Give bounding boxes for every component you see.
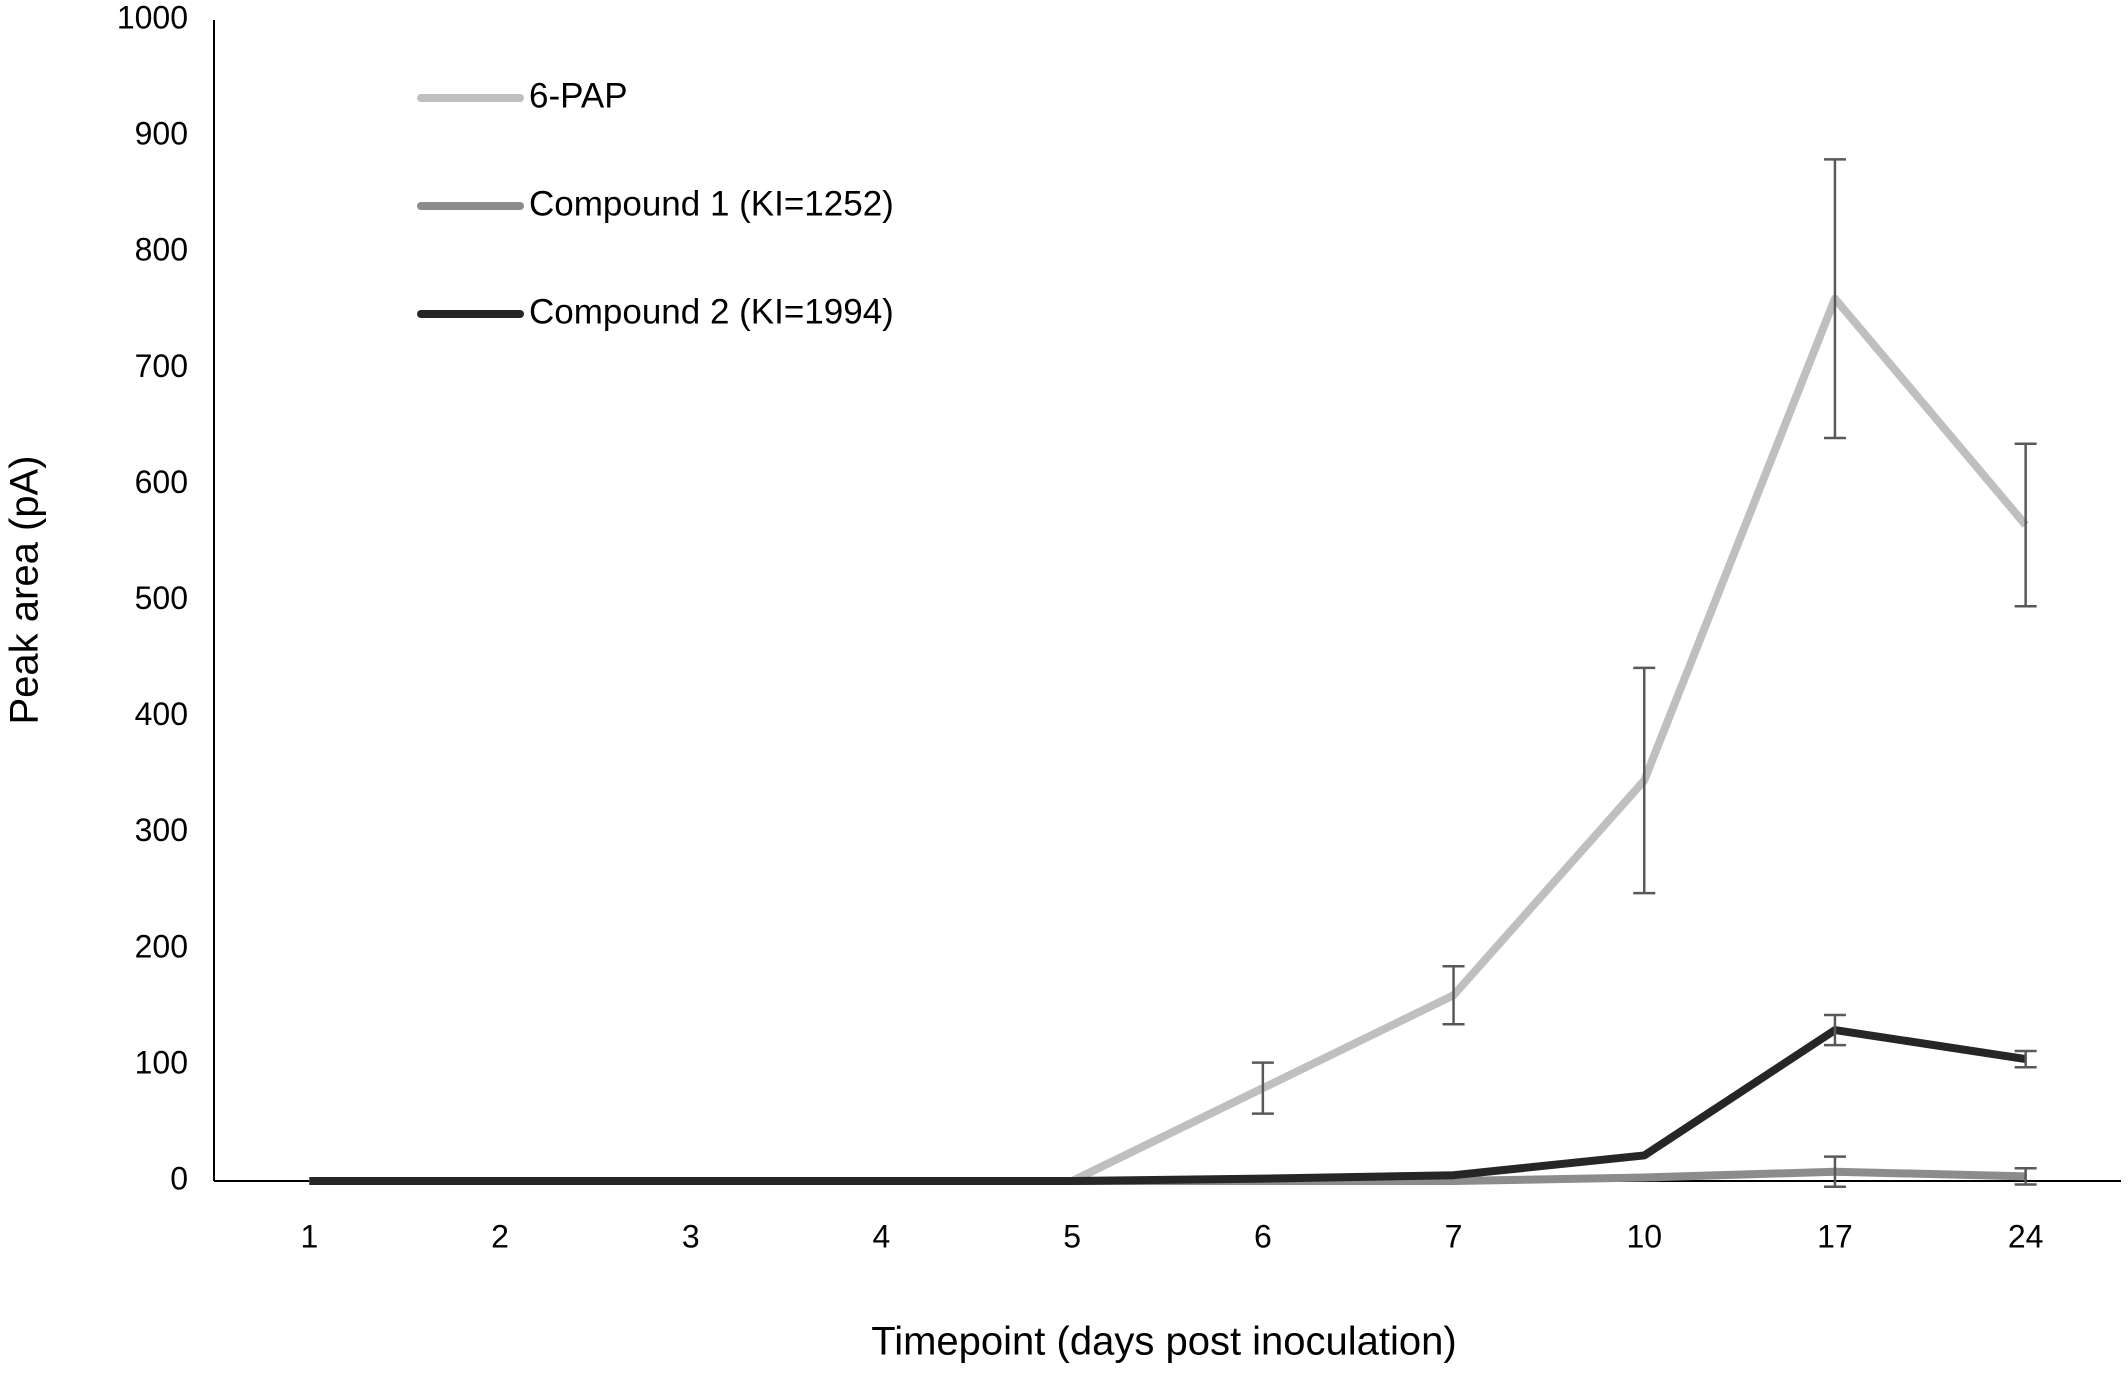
- x-tick-label: 4: [873, 1218, 891, 1254]
- error-bar: [1823, 1013, 1846, 1047]
- x-tick-label: 1: [300, 1218, 318, 1254]
- y-tick-label: 600: [135, 464, 188, 500]
- y-tick-label: 100: [135, 1044, 188, 1080]
- error-bar: [1823, 158, 1846, 440]
- y-tick-label: 0: [170, 1160, 188, 1196]
- x-tick-label: 7: [1445, 1218, 1463, 1254]
- x-axis-title: Timepoint (days post inoculation): [871, 1320, 1456, 1364]
- series-line: [309, 1026, 2027, 1185]
- y-tick-label: 400: [135, 696, 188, 732]
- y-tick-label: 900: [135, 116, 188, 152]
- y-tick-label: 500: [135, 580, 188, 616]
- x-tick-label: 3: [682, 1218, 700, 1254]
- y-tick-label: 300: [135, 812, 188, 848]
- x-tick-label: 24: [2008, 1218, 2044, 1254]
- y-tick-label: 200: [135, 928, 188, 964]
- x-tick-label: 17: [1817, 1218, 1853, 1254]
- legend-label: Compound 1 (KI=1252): [529, 184, 894, 223]
- y-tick-label: 700: [135, 348, 188, 384]
- series-line: [309, 294, 2029, 1185]
- error-bar: [2014, 1166, 2037, 1186]
- x-tick-label: 10: [1626, 1218, 1662, 1254]
- error-bar: [1823, 1155, 1846, 1189]
- error-bar: [2014, 442, 2037, 608]
- y-tick-label: 1000: [117, 0, 188, 35]
- x-tick-label: 2: [491, 1218, 509, 1254]
- error-bar: [1251, 1061, 1274, 1115]
- error-bar: [1633, 666, 1656, 895]
- legend-label: 6-PAP: [529, 76, 628, 115]
- legend-label: Compound 2 (KI=1994): [529, 292, 894, 331]
- error-bar: [1442, 964, 1465, 1026]
- x-tick-label: 6: [1254, 1218, 1272, 1254]
- error-bar: [2014, 1049, 2037, 1069]
- x-tick-label: 5: [1063, 1218, 1081, 1254]
- y-tick-label: 800: [135, 232, 188, 268]
- y-axis-title: Peak area (pA): [3, 455, 47, 724]
